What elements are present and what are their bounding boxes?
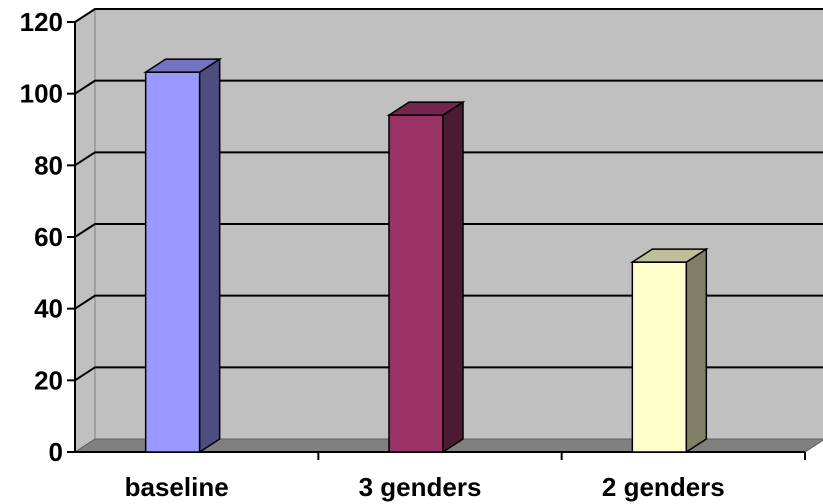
gridline [74,366,823,382]
bar-top [143,58,223,73]
y-tick-label: 0 [49,437,63,467]
gridline [74,151,823,167]
category-label: 3 genders [359,472,482,502]
y-tick-label: 40 [34,294,63,324]
gridlines [74,8,823,382]
bar-top [629,248,709,263]
bar-baseline [143,57,223,454]
bar-front [631,261,688,453]
bar-top [386,101,466,116]
gridline [74,223,823,238]
y-tick-label: 80 [34,150,63,180]
y-tick-label: 20 [34,365,63,395]
bar-front [388,114,444,453]
gridline [74,79,823,95]
y-tick-label: 120 [20,7,63,37]
bar-side [442,100,464,454]
bar-side [685,247,708,454]
gridline [74,8,823,23]
category-labels: baseline 3 genders 2 genders [125,472,725,502]
category-label: baseline [125,472,229,502]
bar-3-genders [386,100,466,454]
gridline [74,294,823,310]
bar-front [144,71,201,453]
bar-2-genders [629,247,709,454]
bar-side [198,57,221,454]
y-tick-label: 60 [34,222,63,252]
category-label: 2 genders [602,472,725,502]
bars [143,57,709,454]
y-tick-label: 100 [20,79,63,109]
y-tick-labels: 0 20 40 60 80 100 120 [20,7,63,467]
